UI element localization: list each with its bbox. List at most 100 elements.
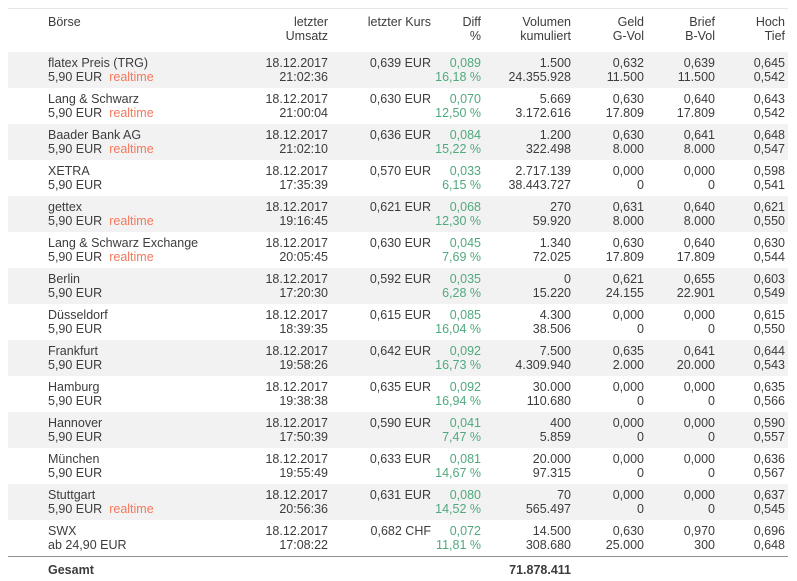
ask-price: 0,640 [683,92,715,106]
ask-cell: 0,641 20.000 [644,340,715,376]
table-row: Hannover 5,90 EUR 18.12.2017 17:50:39 0,… [8,412,788,448]
exchange-name: Hamburg [48,380,100,394]
ask-cell: 0,970 300 [644,520,715,557]
table-row: SWX ab 24,90 EUR 18.12.2017 17:08:22 0,6… [8,520,788,557]
empty-cell [644,556,715,581]
table-body: flatex Preis (TRG) 5,90 EUR realtime 18.1… [8,52,788,557]
exchange-cell: München 5,90 EUR [8,448,256,484]
diff-cell: 0,092 16,94 % [431,376,481,412]
volume-cell: 2.717.139 38.443.727 [481,160,571,196]
ask-volume: 8.000 [683,142,715,156]
last-trade-date: 18.12.2017 [265,128,328,142]
exchange-name: SWX [48,524,77,538]
column-header-line: % [469,29,481,43]
table-row: Hamburg 5,90 EUR 18.12.2017 19:38:38 0,6… [8,376,788,412]
column-header-line: Tief [764,29,785,43]
volume-cell: 14.500 308.680 [481,520,571,557]
volume-cumulative: 5.859 [539,430,571,444]
exchange-cell: SWX ab 24,90 EUR [8,520,256,557]
ask-volume: 17.809 [676,250,715,264]
high-low-cell: 0,637 0,545 [715,484,788,520]
volume-last: 2.717.139 [515,164,571,178]
diff-percent: 14,52 % [435,502,481,516]
low-price: 0,567 [753,466,785,480]
bid-volume: 8.000 [612,142,644,156]
fee-line: 5,90 EUR [48,286,256,300]
empty-cell [256,556,328,581]
last-trade-time: 19:16:45 [279,214,328,228]
volume-cell: 5.669 3.172.616 [481,88,571,124]
ask-cell: 0,000 0 [644,412,715,448]
bid-volume: 2.000 [612,358,644,372]
last-price: 0,630 EUR [369,236,431,250]
diff-cell: 0,041 7,47 % [431,412,481,448]
realtime-badge: realtime [109,250,154,264]
last-trade-time: 20:56:36 [279,502,328,516]
bid-cell: 0,000 0 [571,376,644,412]
column-header-line: Börse [48,15,81,29]
bid-volume: 0 [637,178,644,192]
high-price: 0,621 [753,200,785,214]
high-price: 0,645 [753,56,785,70]
high-price: 0,636 [753,452,785,466]
bid-price: 0,635 [612,344,644,358]
volume-last: 0 [564,272,571,286]
volume-last: 30.000 [532,380,571,394]
exchange-cell: Düsseldorf 5,90 EUR [8,304,256,340]
table-row: München 5,90 EUR 18.12.2017 19:55:49 0,6… [8,448,788,484]
diff-percent: 16,04 % [435,322,481,336]
high-price: 0,635 [753,380,785,394]
exchange-cell: Hamburg 5,90 EUR [8,376,256,412]
diff-cell: 0,092 16,73 % [431,340,481,376]
ask-price: 0,639 [683,56,715,70]
diff-absolute: 0,072 [449,524,481,538]
last-trade-date: 18.12.2017 [265,164,328,178]
bid-price: 0,000 [612,452,644,466]
diff-cell: 0,070 12,50 % [431,88,481,124]
ask-price: 0,970 [683,524,715,538]
bid-cell: 0,630 25.000 [571,520,644,557]
fee-label: 5,90 EUR [48,178,103,192]
bid-volume: 17.809 [605,106,644,120]
diff-absolute: 0,092 [449,380,481,394]
last-trade-date: 18.12.2017 [265,272,328,286]
volume-last: 270 [550,200,571,214]
diff-percent: 6,15 % [442,178,481,192]
last-trade-date: 18.12.2017 [265,200,328,214]
diff-cell: 0,033 6,15 % [431,160,481,196]
last-trade-date: 18.12.2017 [265,416,328,430]
bid-cell: 0,630 8.000 [571,124,644,160]
last-price: 0,592 EUR [369,272,431,286]
volume-last: 7.500 [539,344,571,358]
bid-cell: 0,630 17.809 [571,232,644,268]
volume-last: 20.000 [532,452,571,466]
ask-volume: 0 [708,394,715,408]
last-trade-cell: 18.12.2017 19:55:49 [256,448,328,484]
high-low-cell: 0,648 0,547 [715,124,788,160]
column-header-line: Volumen [522,15,571,29]
diff-absolute: 0,092 [449,344,481,358]
volume-last: 1.500 [539,56,571,70]
bid-cell: 0,621 24.155 [571,268,644,304]
last-price-cell: 0,682 CHF [328,520,431,557]
exchange-cell: Hannover 5,90 EUR [8,412,256,448]
low-price: 0,550 [753,322,785,336]
fee-line: 5,90 EUR realtime [48,106,256,120]
ask-cell: 0,640 17.809 [644,88,715,124]
last-trade-cell: 18.12.2017 20:05:45 [256,232,328,268]
realtime-badge: realtime [109,70,154,84]
high-low-cell: 0,636 0,567 [715,448,788,484]
volume-last: 4.300 [539,308,571,322]
column-header-line: Brief [689,15,715,29]
diff-percent: 12,30 % [435,214,481,228]
fee-line: ab 24,90 EUR [48,538,256,552]
last-price-cell: 0,590 EUR [328,412,431,448]
exchange-cell: Lang & Schwarz 5,90 EUR realtime [8,88,256,124]
diff-absolute: 0,033 [449,164,481,178]
last-trade-time: 19:55:49 [279,466,328,480]
column-header-line: Umsatz [285,29,328,43]
last-price-cell: 0,642 EUR [328,340,431,376]
low-price: 0,648 [753,538,785,552]
table-row: Berlin 5,90 EUR 18.12.2017 17:20:30 0,59… [8,268,788,304]
